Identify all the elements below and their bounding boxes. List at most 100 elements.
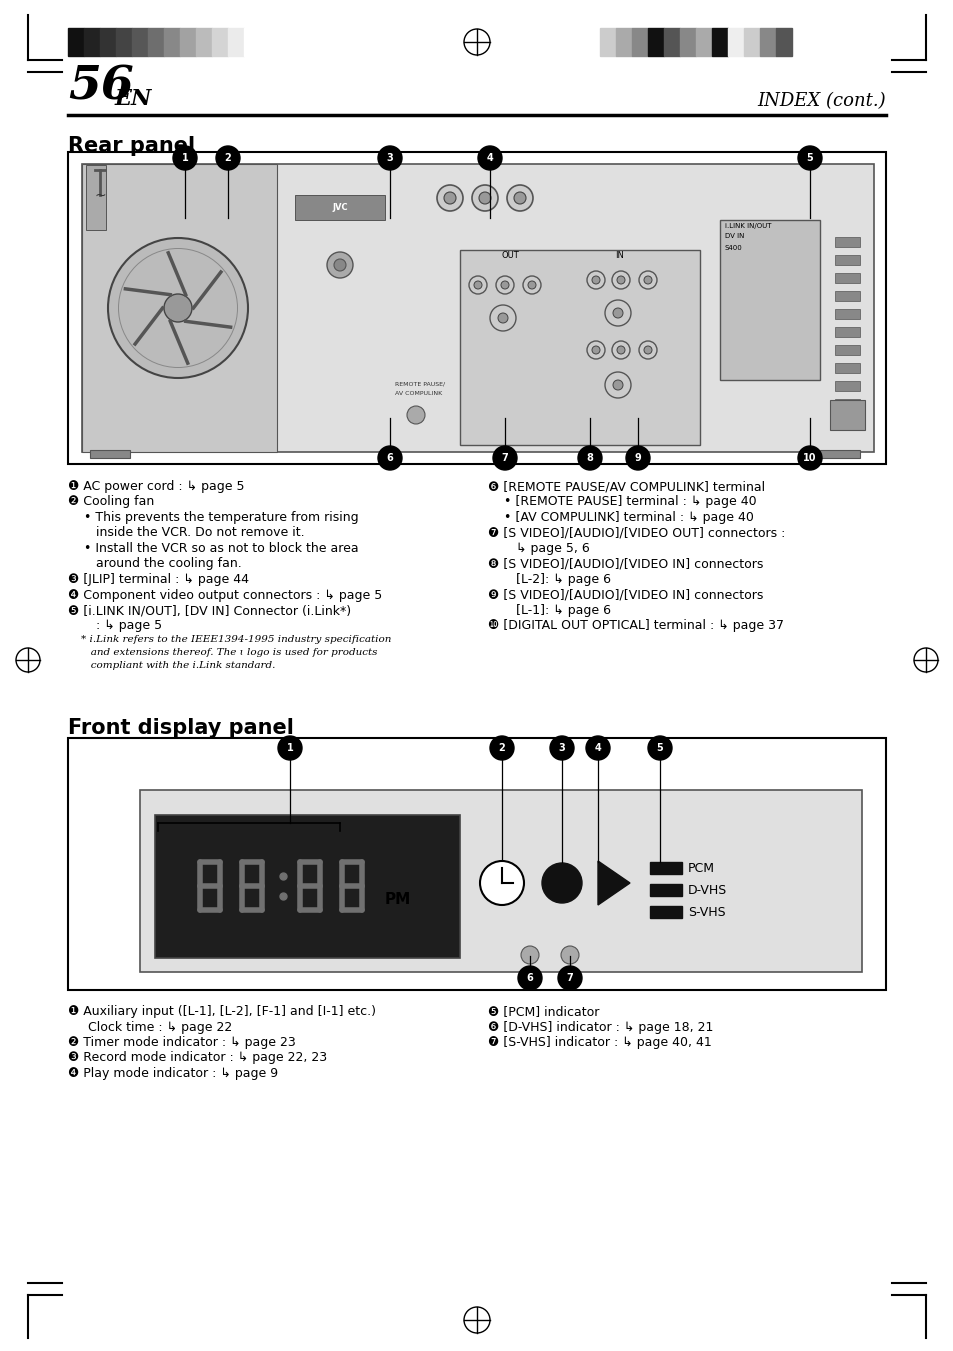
Circle shape <box>617 346 624 354</box>
Circle shape <box>172 146 196 170</box>
Text: 1: 1 <box>286 743 294 753</box>
Circle shape <box>479 861 523 905</box>
Text: around the cooling fan.: around the cooling fan. <box>68 558 241 570</box>
Circle shape <box>527 281 536 289</box>
Bar <box>649 907 681 917</box>
Circle shape <box>477 146 501 170</box>
Circle shape <box>377 446 401 470</box>
Circle shape <box>377 146 401 170</box>
Text: ❻ [REMOTE PAUSE/AV COMPULINK] terminal: ❻ [REMOTE PAUSE/AV COMPULINK] terminal <box>488 480 764 493</box>
Bar <box>212 28 228 55</box>
Polygon shape <box>598 861 629 905</box>
Bar <box>195 28 212 55</box>
Text: ❼ [S VIDEO]/[AUDIO]/[VIDEO OUT] connectors :: ❼ [S VIDEO]/[AUDIO]/[VIDEO OUT] connecto… <box>488 527 784 539</box>
Circle shape <box>327 253 353 278</box>
Circle shape <box>490 736 514 761</box>
Circle shape <box>407 407 424 424</box>
Text: : ↳ page 5: : ↳ page 5 <box>68 620 162 632</box>
Bar <box>294 195 385 220</box>
Bar <box>834 345 859 355</box>
Bar <box>834 273 859 282</box>
Text: D-VHS: D-VHS <box>687 884 726 897</box>
Circle shape <box>617 276 624 284</box>
Bar <box>834 309 859 319</box>
Text: 9: 9 <box>634 453 640 463</box>
Bar <box>180 28 195 55</box>
Circle shape <box>436 185 462 211</box>
Circle shape <box>506 185 533 211</box>
Bar <box>116 28 132 55</box>
Bar <box>68 738 885 990</box>
Text: ❹ Play mode indicator : ↳ page 9: ❹ Play mode indicator : ↳ page 9 <box>68 1067 278 1079</box>
Text: ❻ [D-VHS] indicator : ↳ page 18, 21: ❻ [D-VHS] indicator : ↳ page 18, 21 <box>488 1020 713 1034</box>
Circle shape <box>612 272 629 289</box>
Text: S-VHS: S-VHS <box>687 905 725 919</box>
Bar <box>140 790 862 971</box>
Text: DV IN: DV IN <box>724 232 743 239</box>
Circle shape <box>797 146 821 170</box>
Text: 5: 5 <box>806 153 813 163</box>
Bar <box>649 884 681 896</box>
Bar <box>679 28 696 55</box>
Circle shape <box>586 340 604 359</box>
Bar <box>834 236 859 247</box>
Text: 3: 3 <box>558 743 565 753</box>
Text: IN: IN <box>615 251 624 259</box>
Circle shape <box>586 272 604 289</box>
Text: 10: 10 <box>802 453 816 463</box>
Circle shape <box>604 372 630 399</box>
Bar <box>90 450 130 458</box>
Text: ❾ [S VIDEO]/[AUDIO]/[VIDEO IN] connectors: ❾ [S VIDEO]/[AUDIO]/[VIDEO IN] connector… <box>488 589 762 601</box>
Circle shape <box>541 863 581 902</box>
Bar <box>244 28 260 55</box>
Circle shape <box>592 346 599 354</box>
Circle shape <box>520 946 538 965</box>
Circle shape <box>108 238 248 378</box>
Text: • [AV COMPULINK] terminal : ↳ page 40: • [AV COMPULINK] terminal : ↳ page 40 <box>488 511 753 524</box>
Circle shape <box>585 736 609 761</box>
Circle shape <box>578 446 601 470</box>
Circle shape <box>500 281 509 289</box>
Bar <box>647 28 663 55</box>
Bar <box>68 28 84 55</box>
Bar <box>228 28 244 55</box>
Text: ❺ [PCM] indicator: ❺ [PCM] indicator <box>488 1005 598 1019</box>
Circle shape <box>215 146 240 170</box>
Circle shape <box>613 380 622 390</box>
Bar <box>82 163 873 453</box>
Bar <box>84 28 100 55</box>
Bar <box>649 862 681 874</box>
Text: 5: 5 <box>656 743 662 753</box>
Circle shape <box>558 966 581 990</box>
Circle shape <box>643 276 651 284</box>
Bar <box>164 28 180 55</box>
Text: 56: 56 <box>68 63 133 109</box>
Text: OUT: OUT <box>500 251 518 259</box>
Bar <box>616 28 631 55</box>
Bar <box>68 153 885 463</box>
Text: Rear panel: Rear panel <box>68 136 195 155</box>
Bar <box>727 28 743 55</box>
Circle shape <box>514 192 525 204</box>
Bar <box>82 163 276 453</box>
Text: inside the VCR. Do not remove it.: inside the VCR. Do not remove it. <box>68 527 304 539</box>
Circle shape <box>443 192 456 204</box>
Text: 3: 3 <box>386 153 393 163</box>
Text: * i.Link refers to the IEEE1394-1995 industry specification: * i.Link refers to the IEEE1394-1995 ind… <box>68 635 391 644</box>
Circle shape <box>277 736 302 761</box>
Text: 6: 6 <box>526 973 533 984</box>
Bar <box>696 28 711 55</box>
Bar <box>834 399 859 409</box>
Text: S400: S400 <box>724 245 742 251</box>
Circle shape <box>493 446 517 470</box>
Circle shape <box>517 966 541 990</box>
Text: 8: 8 <box>586 453 593 463</box>
Bar <box>775 28 791 55</box>
Text: • [REMOTE PAUSE] terminal : ↳ page 40: • [REMOTE PAUSE] terminal : ↳ page 40 <box>488 496 756 508</box>
Circle shape <box>639 340 657 359</box>
Circle shape <box>613 308 622 317</box>
Text: AV COMPULINK: AV COMPULINK <box>395 390 442 396</box>
Text: ❽ [S VIDEO]/[AUDIO]/[VIDEO IN] connectors: ❽ [S VIDEO]/[AUDIO]/[VIDEO IN] connector… <box>488 558 762 570</box>
Text: EN: EN <box>115 88 152 109</box>
Bar <box>711 28 727 55</box>
